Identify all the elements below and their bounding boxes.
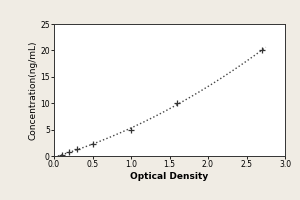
X-axis label: Optical Density: Optical Density <box>130 172 208 181</box>
Y-axis label: Concentration(ng/mL): Concentration(ng/mL) <box>28 40 38 140</box>
